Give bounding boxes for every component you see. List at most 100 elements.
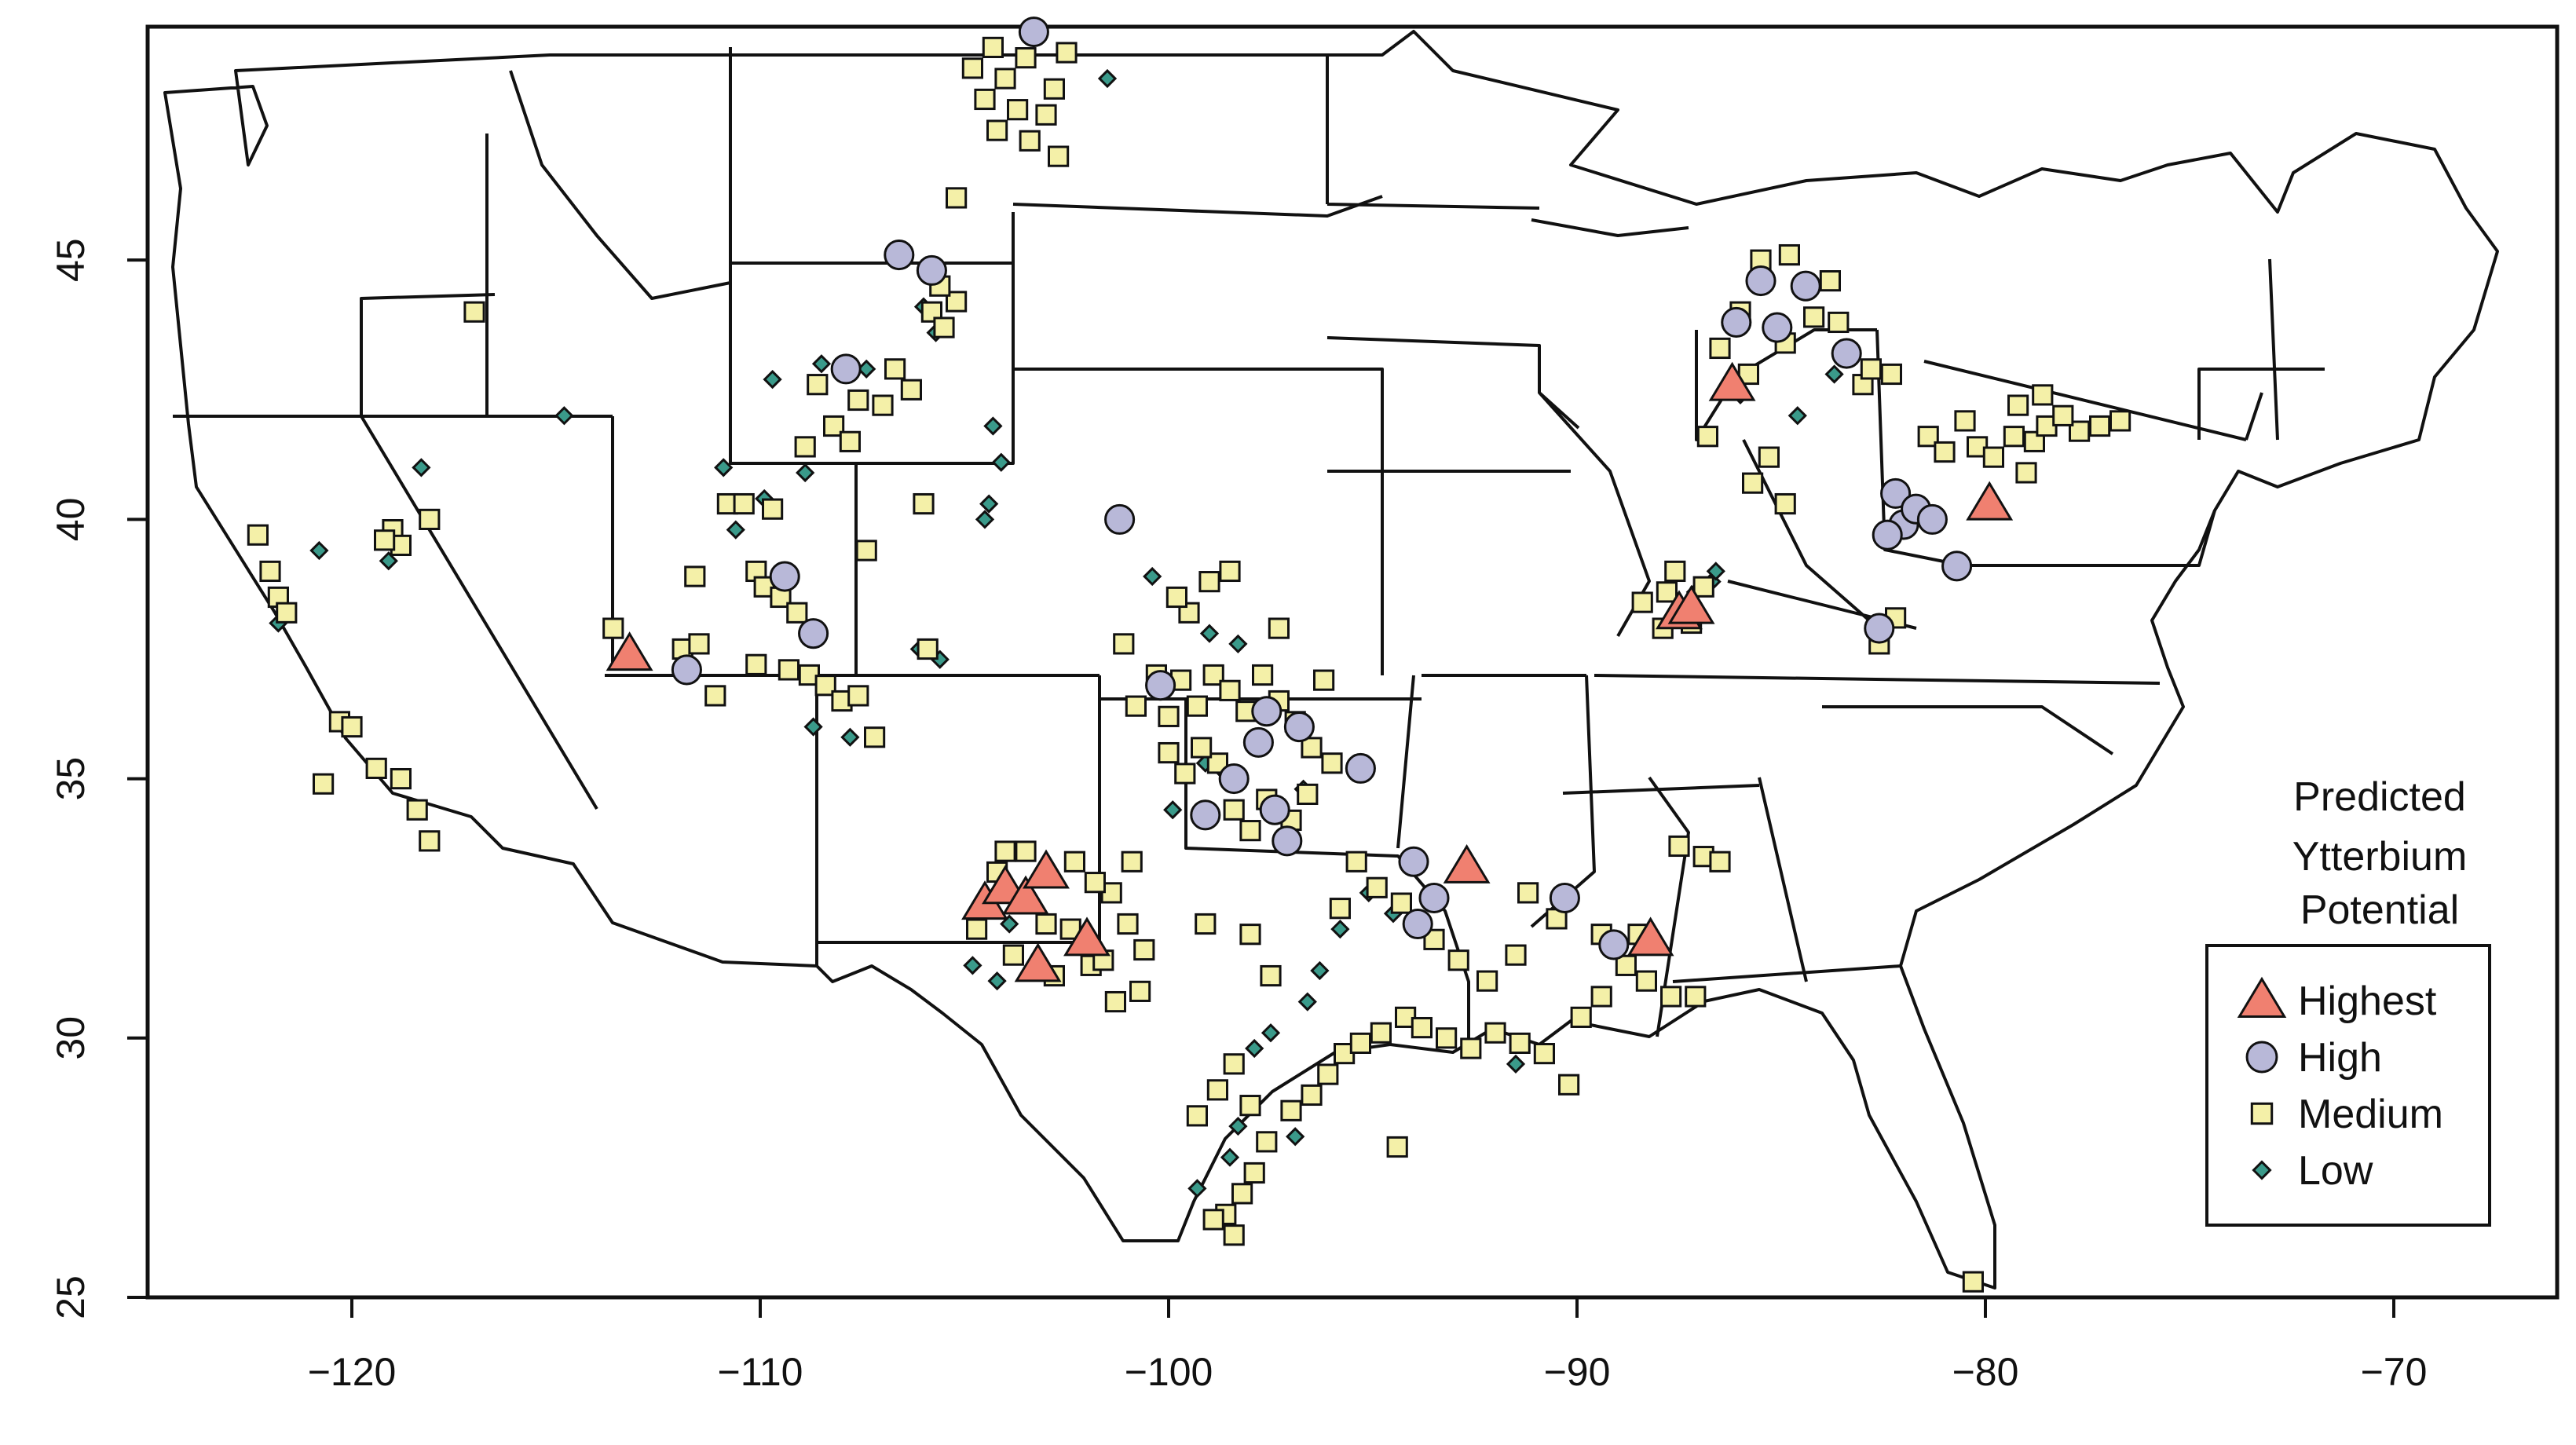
point-medium	[2015, 462, 2037, 484]
point-medium	[1321, 752, 1343, 774]
point-medium	[1476, 970, 1498, 992]
point-medium	[1002, 944, 1025, 966]
x-tick-label: −80	[1952, 1350, 2019, 1394]
point-medium	[1048, 145, 1070, 167]
point-medium	[341, 715, 363, 738]
point-medium	[1758, 446, 1780, 468]
point-low	[963, 956, 982, 975]
point-medium	[1239, 820, 1261, 842]
legend-title-line-1: Predicted	[2293, 774, 2466, 820]
point-highest	[1023, 849, 1070, 889]
point-medium	[1349, 1032, 1372, 1055]
x-tick-label: −110	[718, 1350, 803, 1394]
legend-marker-low	[2252, 1160, 2272, 1180]
point-highest	[1708, 361, 1756, 401]
point-medium	[1239, 924, 1261, 946]
point-medium	[1178, 602, 1200, 624]
point-low	[811, 354, 832, 374]
point-low	[1330, 919, 1350, 939]
point-medium	[1317, 1063, 1339, 1085]
point-medium	[1774, 492, 1796, 515]
point-medium	[1962, 1271, 1985, 1293]
point-medium	[2003, 426, 2025, 448]
point-medium	[2007, 394, 2029, 416]
point-low	[554, 406, 574, 426]
point-medium	[1828, 311, 1850, 334]
point-low	[857, 359, 876, 379]
point-medium	[1219, 679, 1241, 701]
point-medium	[872, 394, 894, 416]
point-high	[1745, 265, 1776, 297]
x-tick-label: −90	[1544, 1350, 1611, 1394]
point-low	[1506, 1054, 1526, 1074]
point-high	[1345, 752, 1376, 784]
point-medium	[1223, 1053, 1245, 1075]
point-medium	[1558, 1074, 1580, 1096]
point-medium	[1447, 949, 1469, 971]
point-low	[1220, 1147, 1240, 1167]
point-high	[1598, 929, 1630, 960]
point-medium	[794, 436, 816, 458]
point-low	[1097, 68, 1118, 89]
point-low	[1000, 914, 1019, 934]
point-low	[1286, 1127, 1305, 1147]
point-medium	[807, 374, 829, 396]
point-low	[987, 971, 1007, 991]
point-low	[1187, 1179, 1207, 1198]
point-medium	[1231, 1183, 1253, 1205]
point-medium	[1345, 851, 1367, 872]
point-medium	[1174, 763, 1196, 785]
point-medium	[704, 685, 726, 707]
legend-marker-medium	[2250, 1102, 2274, 1125]
point-medium	[1709, 337, 1731, 360]
point-high	[1418, 882, 1450, 914]
point-highest	[1626, 916, 1674, 957]
point-high	[1398, 846, 1429, 877]
point-medium	[1660, 986, 1682, 1008]
legend-label-low: Low	[2298, 1148, 2373, 1194]
point-high	[798, 618, 829, 649]
point-medium	[1692, 576, 1714, 598]
point-low	[1787, 406, 1807, 426]
point-medium	[1366, 876, 1388, 898]
state-boundaries	[163, 30, 2499, 1290]
point-highest	[1063, 916, 1111, 957]
interior-borders	[173, 47, 2325, 1052]
point-medium	[917, 638, 939, 660]
point-medium	[986, 119, 1008, 141]
point-high	[1145, 670, 1176, 701]
point-medium	[1243, 1161, 1265, 1184]
point-high	[1259, 794, 1290, 825]
point-medium	[1019, 130, 1041, 152]
point-low	[714, 458, 734, 477]
point-medium	[1301, 1084, 1323, 1107]
point-medium	[1195, 913, 1217, 935]
point-low	[1245, 1038, 1264, 1059]
point-medium	[974, 88, 996, 111]
point-low	[1163, 800, 1183, 820]
point-medium	[1778, 243, 1801, 266]
point-medium	[982, 36, 1004, 59]
point-medium	[1329, 898, 1352, 920]
point-medium	[994, 68, 1016, 90]
point-medium	[1742, 472, 1764, 494]
point-medium	[1590, 986, 1612, 1008]
point-medium	[259, 560, 281, 583]
point-medium	[1370, 1022, 1392, 1044]
point-low	[991, 452, 1011, 472]
point-medium	[419, 508, 441, 530]
point-medium	[1460, 1037, 1482, 1059]
point-low	[1228, 1116, 1248, 1136]
point-medium	[1158, 741, 1180, 764]
point-low	[1824, 364, 1844, 384]
point-medium	[864, 726, 886, 748]
y-tick-label: 25	[49, 1275, 93, 1319]
point-high	[1104, 503, 1136, 535]
point-low	[979, 494, 999, 514]
point-medium	[1206, 1079, 1229, 1101]
x-axis: −120 −110 −100 −90 −80 −70	[308, 1297, 2427, 1394]
point-medium	[1129, 980, 1151, 1002]
point-medium	[1035, 913, 1057, 935]
point-high	[1402, 908, 1433, 940]
point-medium	[1664, 560, 1686, 583]
